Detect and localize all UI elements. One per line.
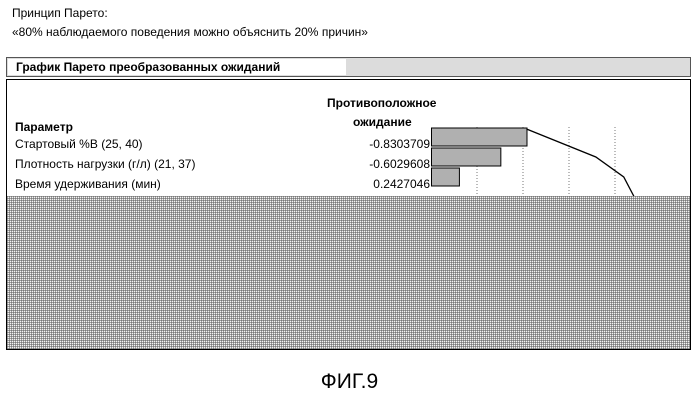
table-row: Время удерживания (мин) 0.2427046	[15, 175, 430, 194]
intro-text: Принцип Парето: «80% наблюдаемого поведе…	[12, 4, 368, 42]
hatched-area	[7, 196, 690, 349]
column-header-value-line2: ожидание	[353, 115, 412, 129]
param-name: Плотность нагрузки (г/л) (21, 37)	[15, 157, 196, 171]
intro-line-2: «80% наблюдаемого поведения можно объясн…	[12, 25, 368, 39]
column-header-param: Параметр	[15, 120, 73, 134]
param-value: -0.8303709	[369, 137, 430, 151]
pareto-bar	[431, 167, 460, 187]
panel-title: График Парето преобразованных ожиданий	[8, 59, 346, 75]
pareto-bar	[431, 147, 502, 167]
table-row: Плотность нагрузки (г/л) (21, 37) -0.602…	[15, 155, 430, 174]
column-header-value-line1: Противоположное	[327, 96, 437, 110]
intro-line-1: Принцип Парето:	[12, 6, 108, 20]
pareto-panel: Противоположное ожидание Параметр Старто…	[6, 79, 691, 350]
pareto-bar	[431, 127, 528, 147]
pareto-chart	[431, 127, 636, 199]
panel-header: График Парето преобразованных ожиданий	[6, 57, 691, 77]
figure-label: ФИГ.9	[320, 370, 379, 393]
param-name: Время удерживания (мин)	[15, 177, 161, 191]
table-row: Стартовый %B (25, 40) -0.8303709	[15, 135, 430, 154]
cumulative-line	[526, 128, 636, 199]
param-value: -0.6029608	[369, 157, 430, 171]
param-value: 0.2427046	[373, 177, 430, 191]
param-name: Стартовый %B (25, 40)	[15, 137, 143, 151]
